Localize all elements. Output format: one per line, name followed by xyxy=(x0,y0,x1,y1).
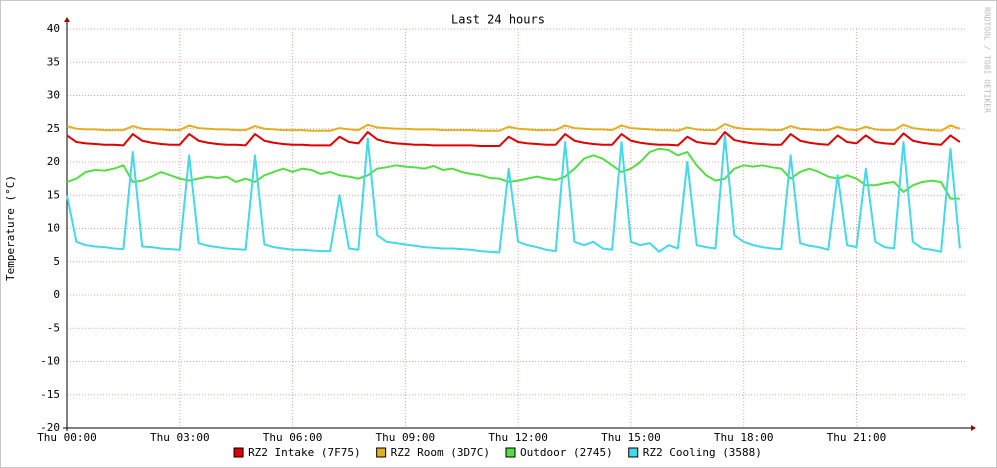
y-tick-label: -20 xyxy=(40,421,60,434)
legend-swatch xyxy=(233,447,244,458)
x-tick-label: Thu 03:00 xyxy=(150,431,210,444)
axis-arrow xyxy=(971,425,976,431)
y-tick-label: 0 xyxy=(53,288,60,301)
legend-label: RZ2 Cooling (3588) xyxy=(643,446,762,459)
y-tick-label: -5 xyxy=(47,321,60,334)
y-tick-label: 25 xyxy=(47,122,60,135)
x-tick-label: Thu 12:00 xyxy=(488,431,548,444)
y-tick-label: 5 xyxy=(53,255,60,268)
x-tick-label: Thu 06:00 xyxy=(263,431,323,444)
y-tick-label: 35 xyxy=(47,55,60,68)
legend-item: Outdoor (2745) xyxy=(505,446,613,459)
y-tick-label: -10 xyxy=(40,355,60,368)
legend-item: RZ2 Intake (7F75) xyxy=(233,446,361,459)
y-tick-label: 15 xyxy=(47,188,60,201)
y-axis-label: Temperature (°C) xyxy=(4,175,17,281)
legend-label: RZ2 Intake (7F75) xyxy=(248,446,361,459)
legend-swatch xyxy=(505,447,516,458)
x-tick-label: Thu 18:00 xyxy=(714,431,774,444)
watermark: RRDTOOL / TOBI OETIKER xyxy=(983,7,992,113)
y-tick-label: 10 xyxy=(47,222,60,235)
legend-item: RZ2 Cooling (3588) xyxy=(628,446,762,459)
legend-item: RZ2 Room (3D7C) xyxy=(376,446,490,459)
x-tick-label: Thu 21:00 xyxy=(827,431,887,444)
y-tick-label: 20 xyxy=(47,155,60,168)
series-line xyxy=(66,131,961,148)
y-tick-label: -15 xyxy=(40,388,60,401)
legend-swatch xyxy=(376,447,387,458)
series-line xyxy=(66,134,961,254)
axis-arrow xyxy=(64,17,70,22)
x-tick-label: Thu 00:00 xyxy=(37,431,97,444)
series-line xyxy=(66,123,961,132)
legend: RZ2 Intake (7F75) RZ2 Room (3D7C) Outdoor … xyxy=(233,446,762,459)
x-tick-label: Thu 15:00 xyxy=(601,431,661,444)
legend-swatch xyxy=(628,447,639,458)
y-tick-label: 40 xyxy=(47,22,60,35)
legend-label: RZ2 Room (3D7C) xyxy=(391,446,490,459)
series-line xyxy=(66,147,960,200)
chart-title: Last 24 hours xyxy=(451,13,545,27)
legend-label: Outdoor (2745) xyxy=(520,446,613,459)
y-tick-label: 30 xyxy=(47,89,60,102)
x-tick-label: Thu 09:00 xyxy=(376,431,436,444)
